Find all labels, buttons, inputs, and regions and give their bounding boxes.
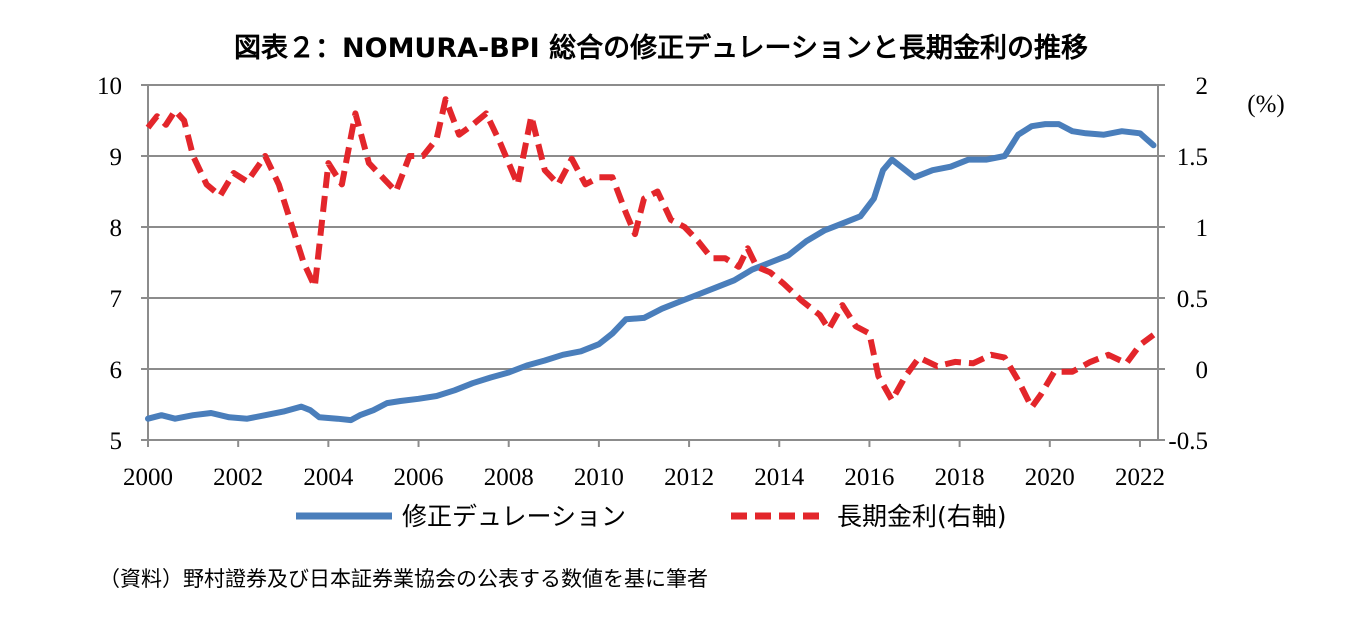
series-line-duration bbox=[145, 121, 1157, 424]
series-layer bbox=[145, 96, 1157, 424]
y-tick-label-0: 5 bbox=[110, 428, 123, 455]
x-tick-label-11: 2022 bbox=[1115, 464, 1165, 491]
x-tick-label-0: 2000 bbox=[123, 464, 173, 491]
x-tick-label-1: 2002 bbox=[213, 464, 263, 491]
y-tick-label-3: 8 bbox=[110, 215, 123, 242]
x-tick-label-7: 2014 bbox=[754, 464, 805, 491]
y2-tick-label-1: 0 bbox=[1196, 357, 1209, 384]
y2-tick-label-2: 0.5 bbox=[1177, 286, 1208, 313]
y2-tick-label-0: -0.5 bbox=[1168, 428, 1208, 455]
y-tick-label-2: 7 bbox=[110, 286, 123, 313]
y-tick-label-4: 9 bbox=[110, 144, 123, 171]
axes bbox=[141, 84, 1165, 447]
x-tick-label-6: 2012 bbox=[664, 464, 714, 491]
x-tick-label-3: 2006 bbox=[394, 464, 444, 491]
legend: 修正デュレーション 長期金利(右軸) bbox=[296, 502, 1007, 531]
x-tick-label-2: 2004 bbox=[303, 464, 354, 491]
y-tick-label-1: 6 bbox=[110, 357, 123, 384]
x-tick-label-5: 2010 bbox=[574, 464, 624, 491]
y2-tick-label-4: 1.5 bbox=[1177, 144, 1208, 171]
series-line-yield bbox=[145, 96, 1156, 411]
y-tick-label-5: 10 bbox=[97, 73, 122, 100]
legend-label-duration: 修正デュレーション bbox=[402, 502, 626, 531]
chart-title: 図表２：NOMURA-BPI 総合の修正デュレーションと長期金利の推移 bbox=[234, 32, 1088, 64]
source-note: （資料）野村證券及び日本証券業協会の公表する数値を基に筆者 bbox=[99, 567, 708, 591]
legend-label-yield: 長期金利(右軸) bbox=[837, 502, 1007, 531]
y2-tick-label-5: 2 bbox=[1196, 73, 1209, 100]
x-tick-label-10: 2020 bbox=[1025, 464, 1075, 491]
x-tick-label-8: 2016 bbox=[844, 464, 894, 491]
y2-unit-label: (%) bbox=[1247, 91, 1284, 118]
gridlines bbox=[148, 84, 1158, 441]
x-tick-label-4: 2008 bbox=[484, 464, 534, 491]
y2-tick-label-3: 1 bbox=[1196, 215, 1209, 242]
tick-labels: 5 6 7 8 9 10 -0.5 0 0.5 1 1.5 2 2000 2002 2004 2006 2008… bbox=[97, 73, 1208, 491]
x-tick-label-9: 2018 bbox=[935, 464, 985, 491]
